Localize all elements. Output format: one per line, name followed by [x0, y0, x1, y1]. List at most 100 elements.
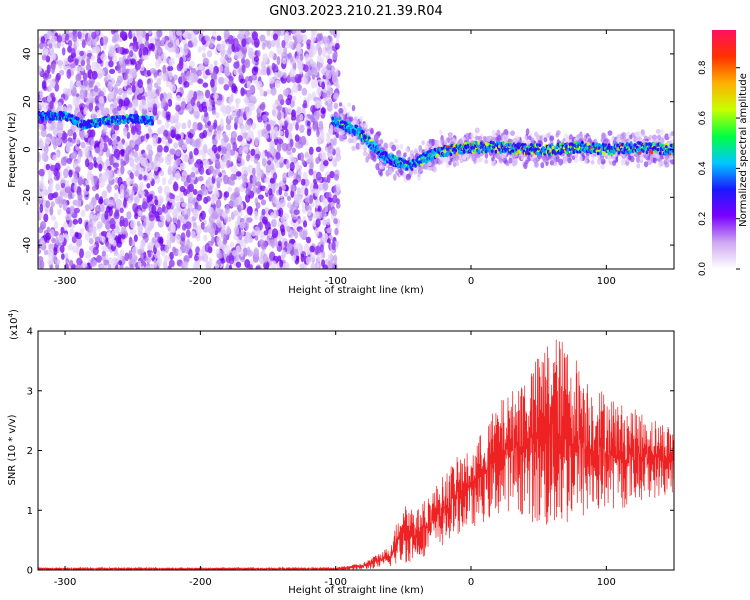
ridge-blob [107, 116, 111, 121]
noise-blob [271, 107, 279, 118]
noise-blob [39, 260, 45, 269]
noise-blob [296, 42, 301, 52]
noise-blob [193, 208, 199, 219]
noise-blob [131, 68, 137, 78]
noise-blob [326, 63, 333, 71]
noise-blob [53, 230, 59, 237]
noise-blob [292, 228, 296, 236]
noise-blob [303, 64, 309, 73]
noise-blob [63, 168, 69, 179]
noise-blob [88, 237, 94, 245]
noise-blob [251, 31, 259, 41]
noise-blob [182, 31, 188, 39]
noise-blob [237, 153, 242, 162]
noise-blob [311, 73, 316, 80]
noise-blob [286, 149, 292, 156]
noise-blob [39, 50, 45, 56]
noise-blob [211, 109, 217, 116]
noise-blob [327, 253, 334, 261]
noise-blob [205, 100, 211, 108]
noise-blob [156, 77, 162, 86]
noise-blob [180, 175, 186, 182]
noise-blob [140, 239, 146, 247]
noise-blob [176, 63, 183, 72]
noise-blob [328, 128, 334, 136]
noise-blob [262, 114, 268, 122]
halo-blob [629, 134, 633, 140]
noise-blob [293, 193, 300, 204]
noise-blob [215, 168, 221, 176]
noise-blob [322, 48, 327, 58]
noise-blob [252, 175, 258, 185]
noise-blob [266, 40, 272, 50]
halo-blob [338, 102, 343, 107]
noise-blob [196, 193, 203, 202]
noise-blob [285, 159, 290, 170]
noise-blob [244, 58, 251, 69]
noise-blob [175, 53, 181, 59]
noise-blob [112, 54, 117, 64]
figure-title: GN03.2023.210.21.39.R04 [269, 4, 443, 19]
noise-blob [107, 138, 112, 146]
noise-blob [272, 172, 278, 181]
noise-blob [215, 153, 221, 160]
noise-blob [316, 252, 323, 262]
noise-blob [334, 43, 340, 50]
noise-blob [176, 218, 181, 229]
noise-blob [245, 111, 251, 120]
noise-blob [98, 179, 105, 188]
halo-blob [448, 132, 452, 139]
noise-blob [316, 129, 320, 138]
halo-blob [600, 164, 606, 170]
noise-blob [132, 43, 139, 52]
noise-blob [168, 259, 175, 268]
noise-blob [183, 254, 190, 263]
noise-blob [111, 133, 118, 140]
halo-blob [656, 134, 662, 141]
noise-blob [183, 80, 190, 88]
halo-blob [578, 155, 583, 163]
noise-blob [129, 193, 134, 201]
noise-blob [147, 82, 153, 92]
noise-blob [282, 89, 289, 97]
noise-blob [327, 260, 334, 269]
noise-blob [284, 128, 289, 139]
halo-blob [413, 169, 418, 175]
noise-blob [129, 50, 134, 58]
noise-blob [223, 174, 229, 185]
noise-blob [157, 185, 163, 194]
noise-blob [191, 166, 196, 173]
halo-blob [374, 134, 379, 142]
noise-blob [113, 83, 118, 93]
noise-blob [250, 156, 255, 162]
noise-blob [53, 220, 59, 230]
noise-blob [321, 259, 326, 267]
noise-blob [279, 198, 286, 208]
noise-blob [223, 191, 230, 198]
noise-blob [286, 225, 291, 232]
noise-blob [174, 195, 181, 202]
noise-blob [289, 161, 295, 172]
noise-blob [202, 82, 209, 88]
noise-blob [295, 55, 300, 63]
noise-blob [74, 231, 79, 238]
noise-blob [181, 207, 188, 216]
noise-blob [199, 255, 205, 261]
noise-blob [120, 158, 125, 168]
noise-blob [314, 211, 319, 218]
noise-blob [66, 69, 72, 79]
noise-blob [174, 133, 181, 140]
noise-blob [257, 116, 263, 123]
noise-blob [119, 30, 126, 39]
halo-blob [347, 137, 353, 144]
noise-blob [311, 61, 317, 69]
noise-blob [88, 102, 94, 112]
halo-blob [563, 133, 568, 139]
noise-blob [297, 218, 303, 224]
halo-blob [523, 162, 528, 170]
noise-blob [69, 63, 76, 69]
noise-blob [44, 136, 51, 145]
noise-blob [186, 103, 193, 113]
noise-blob [134, 156, 140, 164]
noise-blob [196, 101, 201, 108]
